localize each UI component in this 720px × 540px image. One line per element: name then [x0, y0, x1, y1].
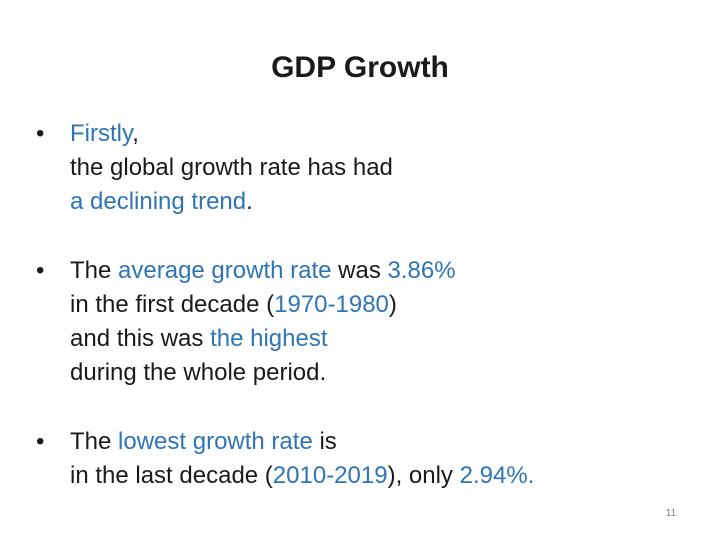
bullet-line: in the last decade (2010-2019), only 2.9…	[70, 459, 670, 493]
text-segment: .	[246, 188, 253, 215]
bullet-dot: •	[36, 257, 45, 284]
slide-title: GDP Growth	[271, 51, 449, 84]
bullet-line: Firstly,	[70, 117, 670, 151]
bullet-item: • The average growth rate was 3.86% in the…	[30, 254, 670, 390]
bullet-line: a declining trend.	[70, 185, 670, 219]
page-number: 11	[665, 508, 677, 519]
bullet-item: • Firstly, the global growth rate has had a…	[30, 117, 670, 219]
text-segment: during the whole period.	[70, 359, 327, 386]
bullet-line: The average growth rate was 3.86%	[70, 254, 670, 288]
text-segment: was	[331, 257, 388, 284]
text-segment: The	[70, 428, 119, 455]
highlighted-text: 2010-2019	[272, 462, 388, 489]
bullet-line: in the first decade (1970-1980)	[70, 288, 670, 322]
highlighted-text: a declining trend	[70, 188, 247, 215]
bullet-item: • The lowest growth rate is in the last de…	[30, 425, 670, 493]
bullet-line: during the whole period.	[70, 356, 670, 390]
bullet-list: • Firstly, the global growth rate has had a…	[30, 117, 670, 528]
text-segment: the global growth rate has had	[70, 154, 393, 181]
highlighted-text: 3.86%	[387, 257, 456, 284]
highlighted-text: 1970-1980	[274, 291, 389, 318]
text-segment: )	[388, 291, 397, 318]
bullet-line: The lowest growth rate is	[70, 425, 670, 459]
highlighted-text: average growth rate	[118, 257, 332, 284]
highlighted-text: the highest	[210, 325, 328, 352]
text-segment: The	[70, 257, 119, 284]
bullet-line: the global growth rate has had	[70, 151, 670, 185]
highlighted-text: 2.94%.	[459, 462, 535, 489]
text-segment: and this was	[70, 325, 211, 352]
bullet-dot: •	[36, 428, 45, 455]
text-segment: ), only	[387, 462, 460, 489]
highlighted-text: lowest growth rate	[118, 428, 313, 455]
text-segment: in the last decade (	[70, 462, 273, 489]
text-segment: is	[312, 428, 337, 455]
text-segment: in the first decade (	[70, 291, 275, 318]
highlighted-text: Firstly	[70, 120, 133, 147]
bullet-dot: •	[36, 120, 45, 147]
text-segment: ,	[132, 120, 139, 147]
bullet-line: and this was the highest	[70, 322, 670, 356]
